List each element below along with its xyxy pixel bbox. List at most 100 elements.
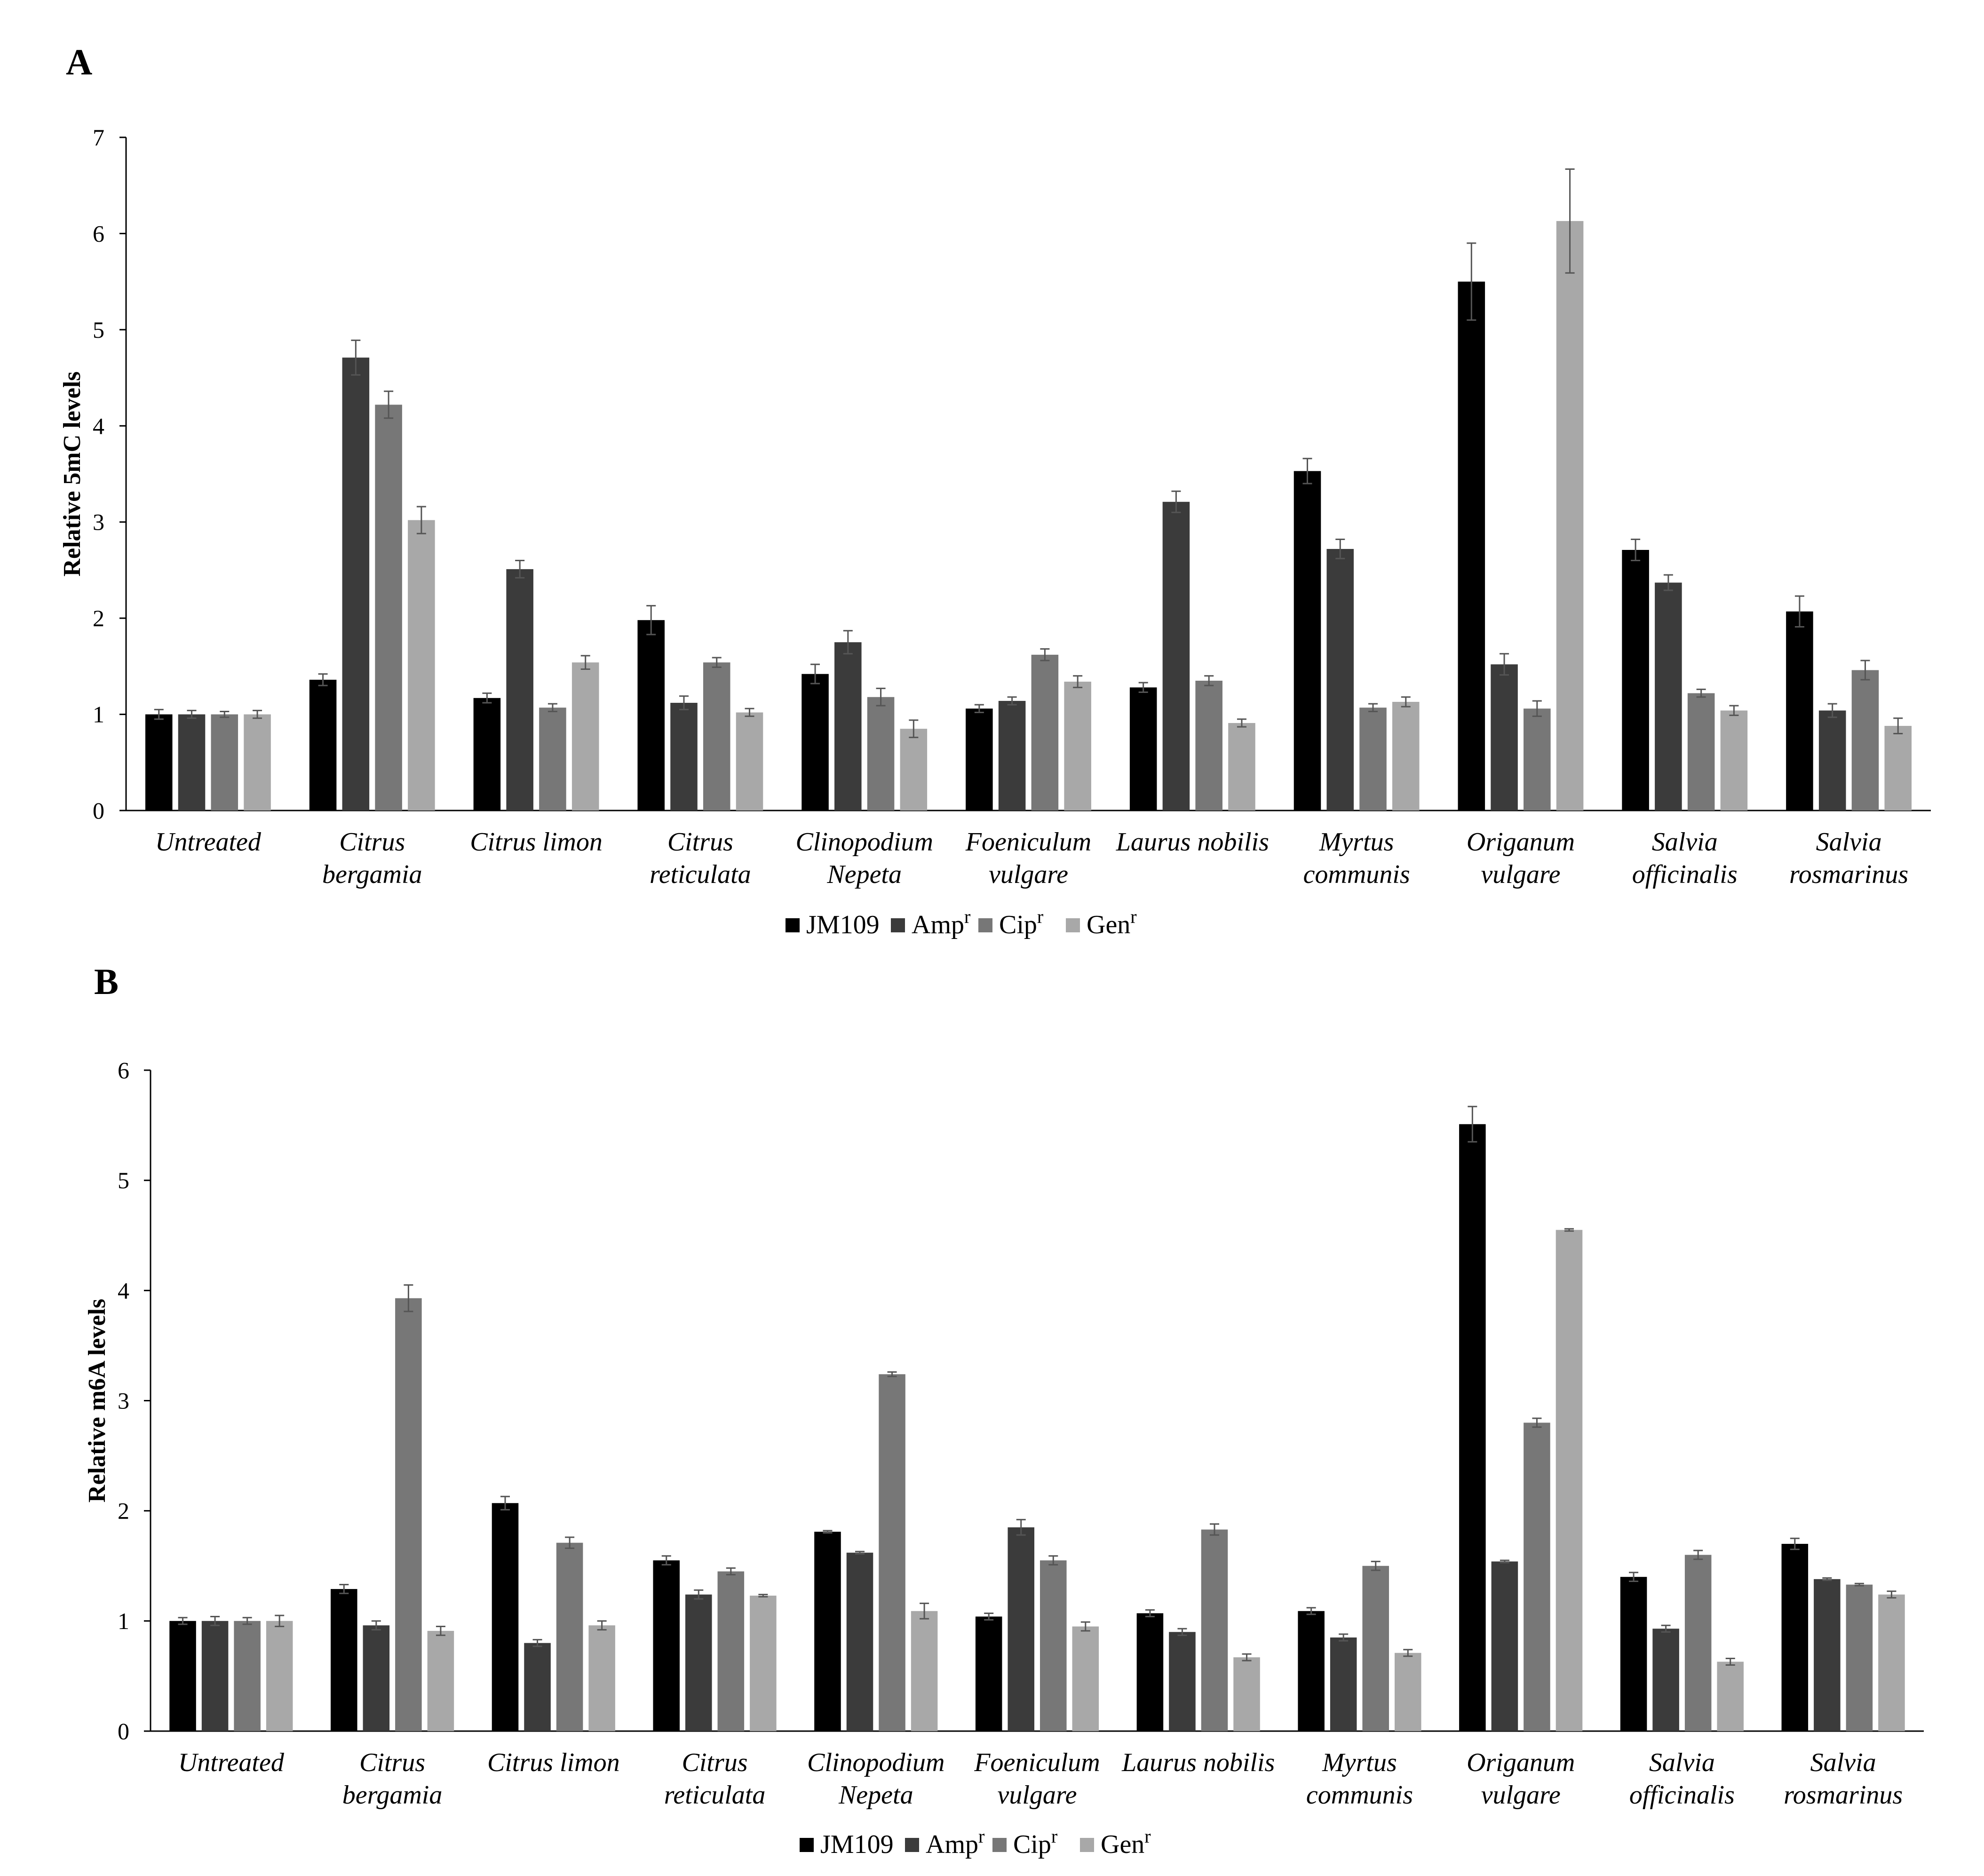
x-category-label: Citrus xyxy=(359,1748,425,1777)
x-category-label: Nepeta xyxy=(838,1781,913,1810)
chart-b: 0 1 2 3 4 5 6 Relative m6A levels Untreated Citru… xyxy=(84,1057,1924,1859)
y-axis-title: Relative m6A levels xyxy=(84,1299,111,1502)
y-tick-label: 6 xyxy=(118,1057,129,1083)
bar xyxy=(571,662,599,811)
bar xyxy=(1652,1629,1679,1731)
bar xyxy=(717,1571,745,1731)
bar xyxy=(879,1374,905,1731)
x-category-label: officinalis xyxy=(1629,1781,1735,1810)
bar xyxy=(1491,664,1518,811)
panel-label-b: B xyxy=(94,961,119,1002)
bar xyxy=(1129,687,1157,811)
y-tick-label: 6 xyxy=(93,220,104,246)
bar xyxy=(1162,501,1190,811)
bar xyxy=(1394,1653,1421,1731)
bar xyxy=(1884,726,1912,811)
bar xyxy=(1524,1423,1550,1731)
x-category-label: Foeniculum xyxy=(974,1748,1100,1777)
legend-swatch xyxy=(905,1838,919,1852)
x-category-label: Untreated xyxy=(178,1748,285,1777)
bar xyxy=(966,708,993,811)
y-tick-label: 3 xyxy=(93,509,104,535)
x-category-label: reticulata xyxy=(650,860,751,889)
bar xyxy=(145,714,173,811)
x-category-label: Nepeta xyxy=(826,860,902,889)
bar xyxy=(266,1621,293,1731)
legend-name: Cip xyxy=(999,910,1037,939)
bar xyxy=(975,1616,1002,1731)
legend-swatch xyxy=(891,918,905,932)
legend-swatch xyxy=(992,1838,1007,1852)
legend-label: Ampr xyxy=(912,906,970,939)
x-category-label: Citrus xyxy=(339,827,405,857)
bar xyxy=(427,1630,454,1731)
bar xyxy=(911,1611,938,1731)
legend-label: Ampr xyxy=(926,1826,984,1859)
bar xyxy=(309,679,337,811)
bar xyxy=(342,358,370,811)
bar xyxy=(556,1542,583,1731)
x-category-label: vulgare xyxy=(998,1781,1077,1810)
y-tick-label: 5 xyxy=(93,317,104,343)
chart-a: 0 1 2 3 4 5 6 7 Relative 5mC levels Untreated Citr… xyxy=(59,124,1931,939)
bar xyxy=(1786,611,1813,811)
y-tick-label: 0 xyxy=(93,797,104,824)
bar xyxy=(1294,471,1321,811)
bar xyxy=(588,1625,615,1731)
legend-superscript: r xyxy=(964,906,970,927)
x-category-label: Salvia xyxy=(1810,1748,1876,1777)
bar xyxy=(408,520,435,811)
bar xyxy=(1622,549,1649,811)
bar xyxy=(169,1621,196,1731)
legend-swatch xyxy=(786,918,800,932)
bar xyxy=(653,1560,680,1731)
bar xyxy=(1818,710,1846,811)
legend-superscript: r xyxy=(1130,906,1136,927)
legend-name: Gen xyxy=(1101,1830,1144,1859)
bar xyxy=(1851,670,1879,811)
y-tick-label: 1 xyxy=(93,701,104,728)
bar xyxy=(1228,723,1255,811)
bar xyxy=(363,1625,390,1731)
legend-name: Amp xyxy=(926,1830,978,1859)
bar xyxy=(1556,221,1584,811)
x-category-label: communis xyxy=(1303,860,1410,889)
bar xyxy=(736,712,763,811)
bar xyxy=(524,1643,551,1731)
bar xyxy=(1008,1527,1035,1731)
legend-superscript: r xyxy=(978,1826,984,1847)
bar xyxy=(1040,1560,1067,1731)
legend-label: Genr xyxy=(1101,1826,1151,1859)
bar xyxy=(670,703,698,811)
bar xyxy=(1846,1584,1873,1731)
bar xyxy=(1330,1637,1357,1731)
bar xyxy=(834,642,862,811)
y-tick-label: 7 xyxy=(93,124,104,151)
bar xyxy=(1555,1230,1583,1731)
bar xyxy=(244,714,271,811)
legend-superscript: r xyxy=(1144,1826,1151,1847)
x-category-label: Salvia xyxy=(1652,827,1718,857)
legend-label: Cipr xyxy=(1013,1826,1057,1859)
legend-label: JM109 xyxy=(820,1830,894,1859)
x-category-label: Foeniculum xyxy=(965,827,1091,857)
x-category-label: vulgare xyxy=(1481,1781,1561,1810)
x-category-label: Clinopodium xyxy=(795,827,933,857)
bar xyxy=(1031,654,1059,811)
x-category-label: vulgare xyxy=(989,860,1068,889)
bar xyxy=(814,1532,841,1731)
x-category-label: Citrus xyxy=(667,827,733,857)
bar xyxy=(998,700,1026,811)
legend-name: Amp xyxy=(912,910,964,939)
bar xyxy=(1201,1529,1228,1731)
bar xyxy=(1233,1657,1260,1731)
x-category-label: Untreated xyxy=(155,827,262,857)
x-category-label: rosmarinus xyxy=(1789,860,1908,889)
y-tick-label: 2 xyxy=(93,605,104,631)
x-category-label: Salvia xyxy=(1816,827,1882,857)
bar xyxy=(1195,681,1222,811)
x-category-label: communis xyxy=(1306,1781,1413,1810)
y-tick-label: 4 xyxy=(118,1277,129,1304)
x-category-label: officinalis xyxy=(1632,860,1738,889)
